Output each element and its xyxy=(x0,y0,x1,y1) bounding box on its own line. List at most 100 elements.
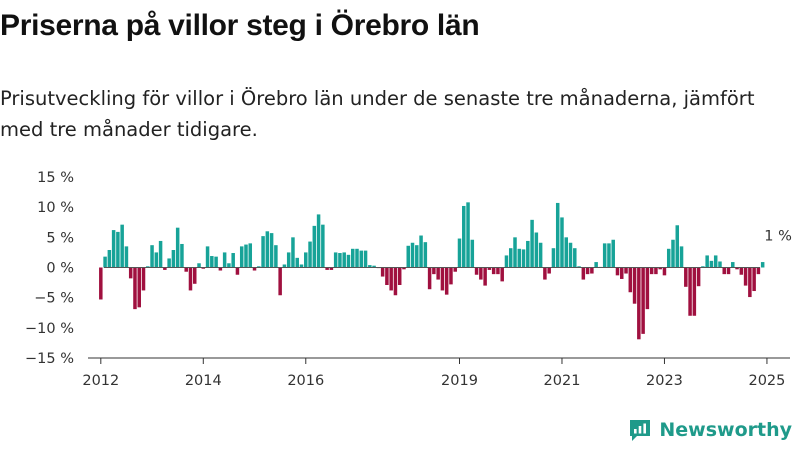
bar xyxy=(210,256,214,268)
bar xyxy=(457,238,462,268)
bar xyxy=(551,248,556,268)
bar xyxy=(743,267,748,286)
bar xyxy=(679,246,684,268)
bar xyxy=(350,248,355,268)
bar xyxy=(265,231,270,268)
bar xyxy=(218,267,223,271)
bar xyxy=(274,245,278,268)
bar xyxy=(735,267,739,270)
bar xyxy=(359,250,364,268)
bar xyxy=(389,267,393,291)
x-tick-label: 2023 xyxy=(646,373,683,389)
bar xyxy=(329,267,334,270)
bar xyxy=(675,225,680,268)
bar xyxy=(594,262,598,268)
bar xyxy=(239,246,244,268)
bar xyxy=(227,263,231,268)
bar xyxy=(184,267,188,272)
bar xyxy=(658,267,662,270)
bar xyxy=(496,267,500,275)
bar xyxy=(701,266,705,268)
bar xyxy=(568,242,573,268)
x-tick-label: 2025 xyxy=(748,373,785,389)
bar xyxy=(508,248,513,268)
bar xyxy=(419,235,423,268)
x-tick-label: 2021 xyxy=(544,373,581,389)
bar xyxy=(462,205,466,268)
bar xyxy=(526,240,530,268)
bar xyxy=(150,245,154,268)
bar xyxy=(731,262,735,268)
bar xyxy=(154,252,159,268)
bar xyxy=(479,267,483,280)
bar xyxy=(368,265,372,268)
bar xyxy=(141,267,146,291)
bar xyxy=(709,260,714,268)
bar xyxy=(291,237,295,268)
x-tick-label: 2019 xyxy=(441,373,478,389)
bar xyxy=(304,252,308,268)
bar xyxy=(235,267,240,275)
bar xyxy=(269,233,274,268)
bar xyxy=(116,231,120,268)
bar xyxy=(752,267,756,292)
bar xyxy=(308,241,312,268)
bar xyxy=(321,224,325,268)
bar-chart: 15 %10 %5 %0 %−5 %−10 %−15 % 2012 2014 201… xyxy=(25,170,792,389)
x-tick-label: 2014 xyxy=(185,373,222,389)
bar xyxy=(564,237,568,268)
bar xyxy=(628,267,633,293)
bar xyxy=(615,267,620,276)
bar xyxy=(713,255,718,268)
bar xyxy=(440,267,445,291)
bar xyxy=(530,219,534,268)
bar xyxy=(637,267,641,340)
bar xyxy=(624,267,628,274)
y-tick-label: −5 % xyxy=(34,291,74,307)
bar xyxy=(581,267,586,280)
bar xyxy=(363,250,368,268)
bar xyxy=(107,250,112,268)
y-tick-label: −15 % xyxy=(25,351,74,367)
bar xyxy=(726,267,731,275)
bar xyxy=(252,267,257,271)
bar xyxy=(632,267,637,304)
bar xyxy=(427,267,432,290)
bar xyxy=(718,261,722,268)
bar xyxy=(120,224,124,268)
bar xyxy=(739,267,744,275)
bar xyxy=(444,267,449,295)
bar xyxy=(590,267,594,274)
bar xyxy=(410,242,415,268)
bar xyxy=(193,267,197,284)
bar xyxy=(201,267,206,269)
y-tick-label: 5 % xyxy=(46,230,74,246)
bar xyxy=(163,267,167,270)
bar xyxy=(282,264,287,268)
bar xyxy=(483,267,487,286)
bar xyxy=(487,267,492,270)
bar xyxy=(722,267,726,275)
bar xyxy=(124,246,129,268)
bar xyxy=(671,239,675,268)
bar xyxy=(402,267,406,270)
bar xyxy=(316,214,321,268)
bar xyxy=(756,267,761,275)
bar xyxy=(231,253,235,268)
bar xyxy=(432,267,436,275)
bar xyxy=(299,264,304,268)
bar xyxy=(257,266,261,268)
bar xyxy=(312,225,317,268)
bar xyxy=(611,239,615,268)
bar xyxy=(547,267,551,274)
bar xyxy=(513,237,517,268)
newsworthy-logo-icon xyxy=(630,420,651,441)
bar xyxy=(662,267,667,276)
bar xyxy=(538,242,543,268)
bar xyxy=(466,202,470,268)
bar xyxy=(158,240,163,268)
bar xyxy=(295,257,299,268)
brand-name: Newsworthy xyxy=(659,419,792,441)
bar xyxy=(397,267,402,285)
bar xyxy=(248,243,253,268)
